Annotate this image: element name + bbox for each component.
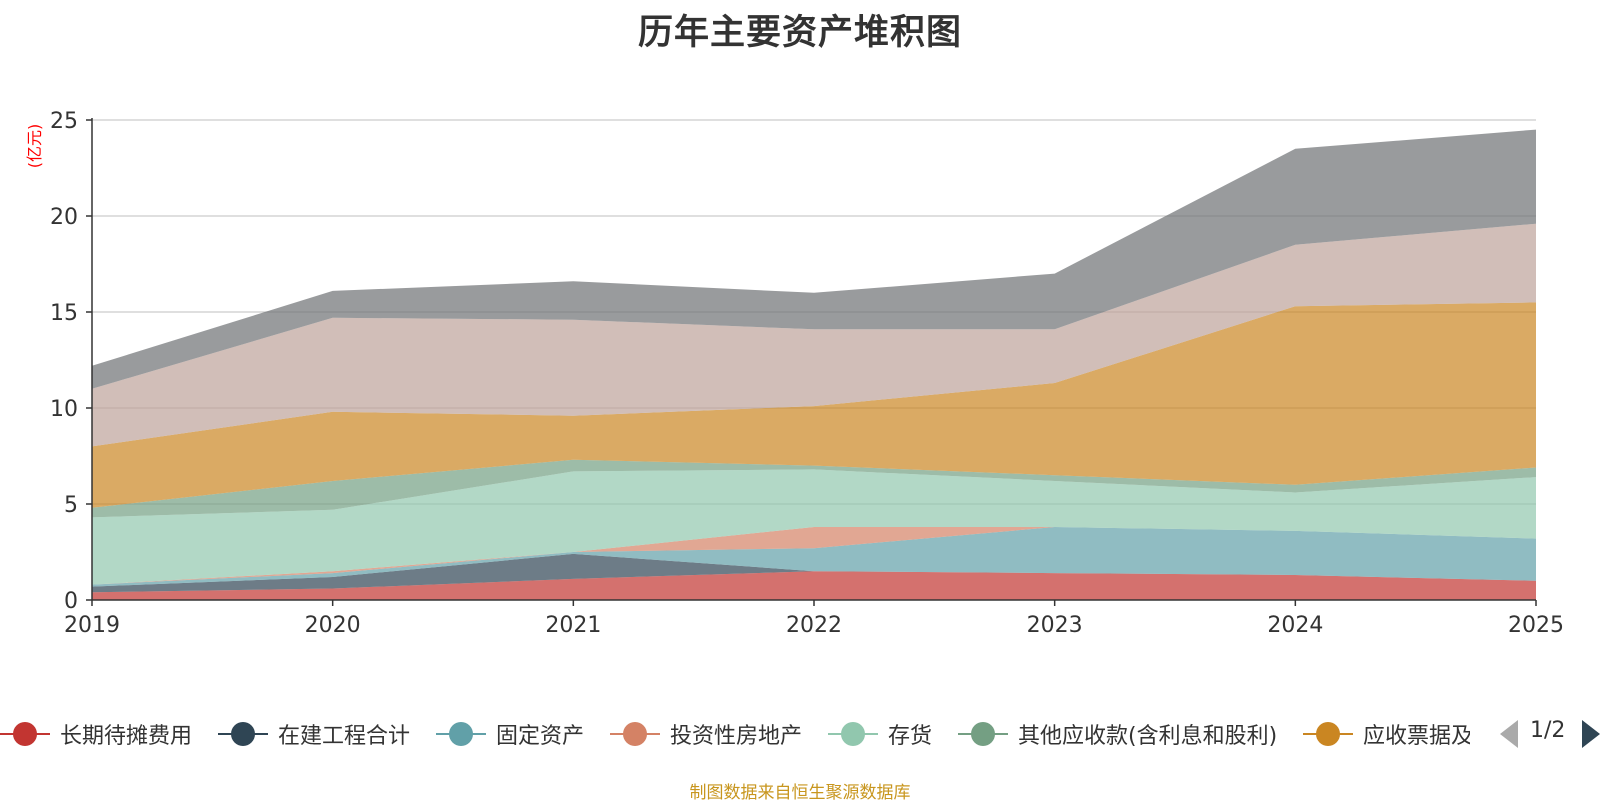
area-series [92,129,1536,389]
legend-label: 存货 [888,724,933,749]
area-series [92,302,1536,508]
legend-marker-icon [958,719,1008,749]
x-tick-label: 2019 [64,613,120,638]
y-tick-label: 25 [50,109,78,134]
x-tick-label: 2020 [305,613,361,638]
legend-prev-page-icon[interactable] [1500,720,1518,748]
legend-marker-icon [218,719,268,749]
legend-label: 在建工程合计 [278,724,411,749]
legend-item[interactable]: 固定资产 [436,714,584,754]
area-series [92,223,1536,447]
x-tick-label: 2021 [545,613,601,638]
area-series [92,571,1536,600]
legend-label: 投资性房地产 [670,724,803,749]
legend-label: 其他应收款(含利息和股利) [1018,724,1278,749]
y-tick-label: 0 [64,589,78,614]
legend-item[interactable]: 其他应收款(含利息和股利) [958,714,1277,754]
area-series [92,527,1536,585]
legend-marker-icon [0,719,50,749]
legend-item[interactable]: 应收票据及应收账款 [1303,714,1470,754]
legend-marker-icon [436,719,486,749]
x-tick-label: 2025 [1508,613,1564,638]
legend-page-indicator: 1/2 [1530,718,1566,743]
x-tick-label: 2023 [1027,613,1083,638]
x-tick-label: 2024 [1267,613,1323,638]
area-series [92,469,1536,585]
legend-item[interactable]: 在建工程合计 [218,714,410,754]
x-tick-label: 2022 [786,613,842,638]
legend-item[interactable]: 存货 [828,714,932,754]
area-series [92,553,1536,593]
area-series [92,527,1536,587]
legend-item[interactable]: 投资性房地产 [610,714,802,754]
legend-next-page-icon[interactable] [1582,720,1600,748]
legend-label: 应收票据及应收账款 [1363,724,1470,749]
area-series [92,459,1536,518]
legend-marker-icon [610,719,660,749]
y-tick-label: 5 [64,493,78,518]
y-tick-label: 20 [50,205,78,230]
y-tick-label: 10 [50,397,78,422]
legend-label: 长期待摊费用 [60,724,193,749]
y-tick-label: 15 [50,301,78,326]
legend-item[interactable]: 长期待摊费用 [0,714,192,754]
legend-label: 固定资产 [496,724,585,749]
chart-title: 历年主要资产堆积图 [637,13,962,53]
area-series [92,129,1536,600]
legend: 长期待摊费用 在建工程合计 固定资产 投资性房地产 存货 其他应收款(含利息和股利) 应收票… [0,714,1470,754]
legend-marker-icon [828,719,878,749]
legend-marker-icon [1303,719,1353,749]
source-note: 制图数据来自恒生聚源数据库 [689,783,911,803]
